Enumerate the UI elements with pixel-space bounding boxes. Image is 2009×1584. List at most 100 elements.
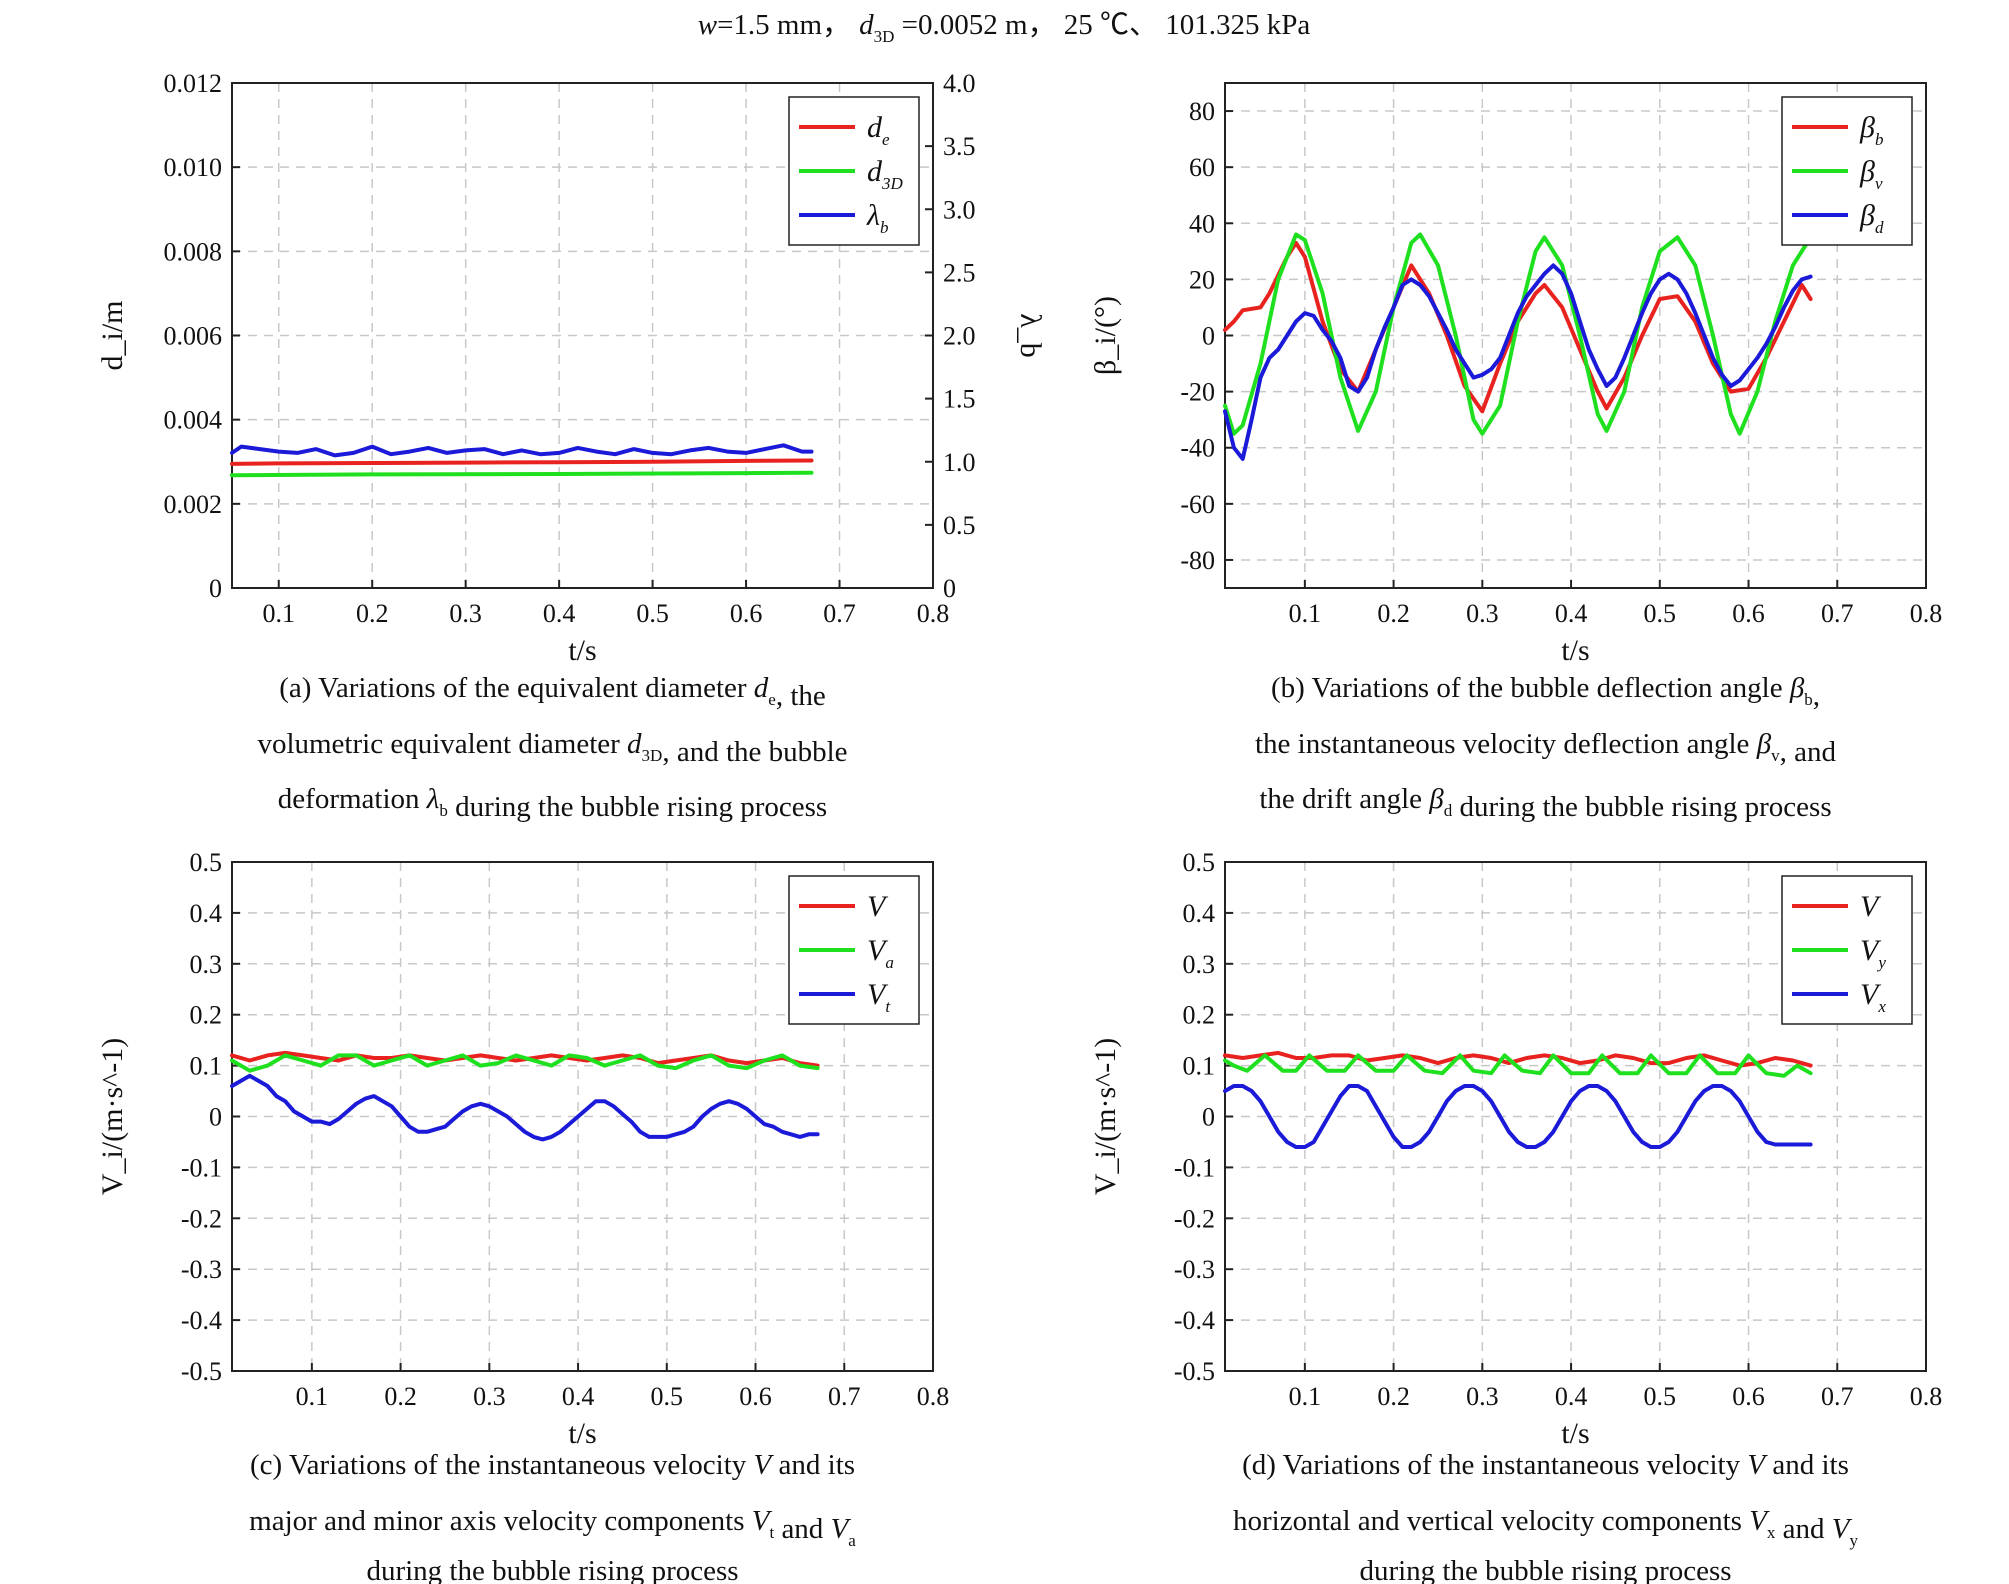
symbol: V [754, 1449, 775, 1481]
legend-entry: d3D [867, 155, 904, 193]
panel-c: 0.1 0.2 0.3 0.4 0.5 0.6 0.7 0.8 -0.5 -0.4 -0.3 -0.2… [96, 848, 949, 1584]
header-w-symbol: w [698, 9, 718, 41]
subscript: a [848, 1531, 856, 1550]
x-tick-label: 0.4 [543, 599, 576, 628]
y-axis-label: β_i/(°) [1089, 296, 1122, 375]
x-tick-label: 0.1 [1289, 1382, 1322, 1411]
caption-line: (d) Variations of the instantaneous velo… [1242, 1449, 1849, 1481]
symbol: V [867, 890, 889, 923]
series-line-d_3D [230, 470, 814, 478]
legend-entry: βv [1859, 155, 1883, 193]
symbol: β [1756, 728, 1772, 760]
symbol: V [1860, 934, 1882, 967]
y-tick-label: -0.4 [181, 1306, 222, 1335]
caption-text: (b) Variations of the bubble deflection … [1271, 672, 1790, 704]
y-tick-label: -0.5 [1174, 1357, 1215, 1386]
y-tick-label: 0.4 [1183, 899, 1216, 928]
y-tick-label: 0.004 [164, 406, 223, 435]
y-axis-label: V_i/(m·s^-1) [1089, 1038, 1122, 1195]
caption-text: during the bubble rising process [366, 1555, 738, 1584]
x-tick-label: 0.4 [1555, 1382, 1588, 1411]
y-tick-label: -0.3 [1174, 1255, 1215, 1284]
caption-text: during the bubble rising process [1359, 1555, 1731, 1584]
caption-tail: and its [771, 1449, 855, 1481]
symbol: λ [426, 783, 440, 815]
series-line-V_t [230, 1073, 820, 1142]
subscript: e [882, 130, 890, 149]
caption-text: the drift angle [1259, 783, 1429, 815]
caption-tail: and [774, 1513, 830, 1545]
x-tick-label: 0.6 [1732, 1382, 1765, 1411]
subscript: b [1875, 130, 1884, 149]
symbol: V [867, 978, 889, 1011]
header-d-subscript: 3D [874, 27, 895, 46]
caption-tail: during the bubble rising process [1452, 791, 1831, 823]
caption-line: during the bubble rising process [366, 1555, 738, 1584]
x-axis-label: t/s [568, 634, 596, 667]
figure-header: w=1.5 mm， d3D =0.0052 m， 25 ℃、 101.325 kP… [698, 9, 1311, 46]
y-tick-label: 0.1 [190, 1052, 223, 1081]
x-tick-label: 0.1 [1289, 599, 1322, 628]
symbol: V [1860, 890, 1882, 923]
y-tick-label: 80 [1189, 97, 1215, 126]
subscript: d [1444, 801, 1453, 820]
x-axis-label: t/s [1561, 1417, 1589, 1450]
x-tick-label: 0.7 [1821, 599, 1854, 628]
caption-text: major and minor axis velocity components [249, 1505, 752, 1537]
x-tick-label: 0.7 [828, 1382, 861, 1411]
x-tick-label: 0.3 [1466, 1382, 1499, 1411]
y-tick-label: 0.2 [1183, 1001, 1216, 1030]
y-tick-label: 60 [1189, 153, 1215, 182]
symbol: β [1859, 155, 1875, 188]
y-tick-label: 40 [1189, 209, 1215, 238]
y-tick-label: 0.1 [1183, 1052, 1216, 1081]
subscript: 3D [881, 174, 904, 193]
y-tick-label: 0.3 [1183, 950, 1216, 979]
y-axis-label: d_i/m [96, 300, 129, 370]
symbol: V [752, 1505, 773, 1537]
caption-line: (c) Variations of the instantaneous velo… [250, 1449, 855, 1481]
y-axis-label: V_i/(m·s^-1) [96, 1038, 129, 1195]
subscript: t [885, 997, 891, 1016]
y-tick-label: 0.5 [1183, 848, 1216, 877]
symbol: V [831, 1513, 852, 1545]
caption-text: the instantaneous velocity deflection an… [1255, 728, 1757, 760]
y-tick-label: -20 [1180, 378, 1215, 407]
y-tick-label: 20 [1189, 265, 1215, 294]
x-tick-label: 0.6 [739, 1382, 772, 1411]
legend-entry: de [867, 111, 890, 149]
x-tick-label: 0.7 [823, 599, 856, 628]
y-tick-label: -0.3 [181, 1255, 222, 1284]
y-right-tick-label: 1.5 [943, 385, 976, 414]
header-d-symbol: d [859, 9, 874, 41]
legend-entry: V [867, 890, 889, 923]
subscript: e [768, 690, 776, 709]
x-tick-label: 0.3 [473, 1382, 506, 1411]
caption-line: volumetric equivalent diameter d3D, and … [257, 728, 847, 768]
x-tick-label: 0.2 [384, 1382, 417, 1411]
y-right-tick-label: 1.0 [943, 448, 976, 477]
series-line-V [1223, 1050, 1813, 1068]
x-tick-label: 0.8 [917, 1382, 950, 1411]
x-tick-label: 0.4 [562, 1382, 595, 1411]
panel-b: 0.1 0.2 0.3 0.4 0.5 0.6 0.7 0.8 -80 -60 -40 -20 0 20 4… [1089, 82, 1942, 823]
subscript: y [1850, 1531, 1859, 1550]
y-tick-label: -40 [1180, 434, 1215, 463]
x-tick-label: 0.8 [917, 599, 950, 628]
y-tick-label: -60 [1180, 490, 1215, 519]
x-tick-label: 0.7 [1821, 1382, 1854, 1411]
x-tick-label: 0.4 [1555, 599, 1588, 628]
legend-entry: βb [1859, 111, 1883, 149]
y-tick-label: -0.2 [1174, 1204, 1215, 1233]
series-line-V_a [230, 1053, 820, 1073]
y-tick-label: 0.008 [164, 237, 223, 266]
x-tick-label: 0.1 [296, 1382, 329, 1411]
subscript: y [1876, 953, 1886, 972]
x-tick-label: 0.3 [449, 599, 482, 628]
series-line-λ_b [230, 443, 814, 458]
plot-frame [1224, 861, 1927, 1372]
x-tick-label: 0.5 [1644, 1382, 1677, 1411]
caption-tail: and [1775, 1513, 1831, 1545]
panel-a: 0.1 0.2 0.3 0.4 0.5 0.6 0.7 0.800.0020.0040.006… [96, 69, 1047, 823]
